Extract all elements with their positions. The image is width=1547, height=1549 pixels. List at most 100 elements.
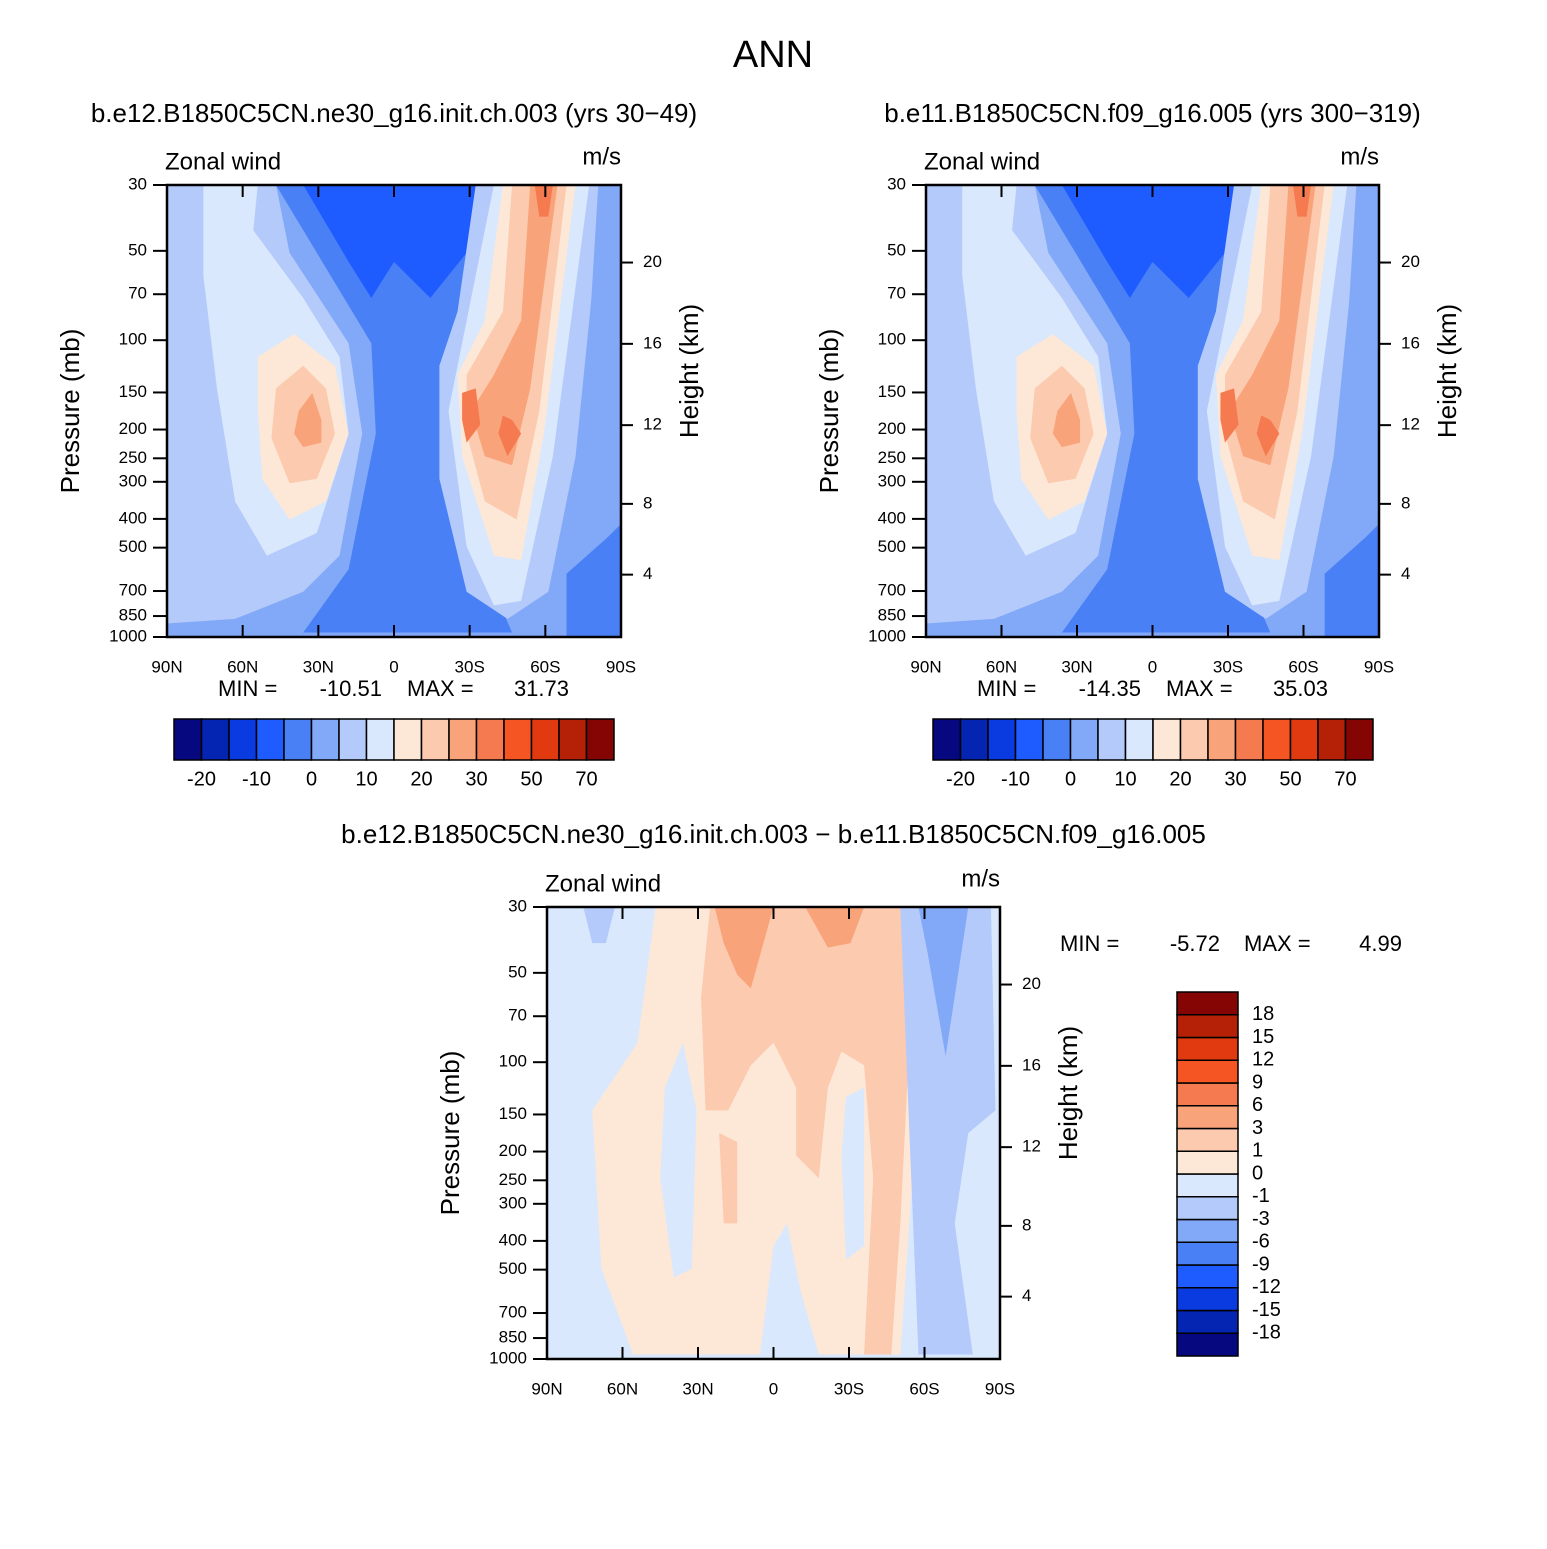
max-label: MAX = (1244, 931, 1311, 956)
max-value: 35.03 (1273, 676, 1328, 701)
contour-region (462, 388, 481, 443)
y2-axis-title: Height (km) (674, 304, 704, 438)
colorbar-label: -20 (946, 768, 975, 790)
colorbar-label: 20 (410, 768, 432, 790)
colorbar-box (1176, 1150, 1239, 1175)
contour-region (759, 1223, 819, 1355)
y-tick-label: 400 (119, 508, 147, 527)
y-tick-label: 300 (878, 471, 906, 490)
min-label: MIN = (1060, 931, 1119, 956)
y-tick-label: 850 (119, 606, 147, 625)
min-value: -10.51 (320, 676, 382, 701)
y2-tick-label: 4 (1022, 1286, 1031, 1305)
y-tick-label: 50 (887, 240, 906, 259)
colorbar-label: 20 (1169, 768, 1191, 790)
contour-region (1061, 185, 1244, 298)
y-tick-label: 1000 (109, 626, 147, 645)
x-tick-label: 30S (834, 1379, 864, 1398)
units-label: m/s (961, 865, 1000, 892)
max-value: 4.99 (1359, 931, 1402, 956)
colorbar-box (959, 718, 989, 761)
colorbar-box (1069, 718, 1099, 761)
units-label: m/s (1340, 143, 1379, 170)
contour-region (1220, 388, 1239, 443)
contour-region (900, 907, 996, 1355)
field-label: Zonal wind (165, 148, 281, 175)
colorbar-box (1344, 718, 1374, 761)
y-tick-label: 70 (508, 1006, 527, 1025)
y2-tick-label: 4 (643, 564, 652, 583)
colorbar-box (1176, 1264, 1239, 1289)
colorbar-label: 10 (355, 768, 377, 790)
x-tick-label: 60S (909, 1379, 939, 1398)
y-axis-title: Pressure (mb) (814, 329, 844, 494)
colorbar-label: -18 (1252, 1322, 1281, 1344)
colorbar-box (173, 718, 203, 761)
y-tick-label: 200 (499, 1141, 527, 1160)
colorbar-box (1176, 1241, 1239, 1266)
colorbar-box (255, 718, 285, 761)
colorbar-box (1179, 718, 1209, 761)
contour-region (1229, 185, 1316, 466)
y-tick-label: 500 (119, 537, 147, 556)
x-tick-label: 90S (606, 657, 636, 676)
contour-region (977, 1133, 1000, 1359)
y2-tick-label: 20 (1022, 974, 1041, 993)
colorbar-label: 50 (1279, 768, 1301, 790)
colorbar-box (310, 718, 340, 761)
y2-tick-label: 20 (1401, 252, 1420, 271)
y2-axis-title: Height (km) (1432, 304, 1462, 438)
x-tick-label: 60N (607, 1379, 638, 1398)
colorbar-box (932, 718, 962, 761)
colorbar-box (1234, 718, 1264, 761)
colorbar-box (1176, 1332, 1239, 1357)
y2-tick-label: 16 (643, 333, 662, 352)
x-tick-label: 90N (910, 657, 941, 676)
x-tick-label: 0 (389, 657, 398, 676)
contour-region (918, 907, 969, 1057)
colorbar-box (1014, 718, 1044, 761)
colorbar-label: 30 (465, 768, 487, 790)
y-tick-label: 1000 (868, 626, 906, 645)
colorbar-label: -1 (1252, 1185, 1270, 1207)
y2-tick-label: 8 (1401, 493, 1410, 512)
y-tick-label: 300 (119, 471, 147, 490)
y-tick-label: 200 (119, 419, 147, 438)
x-tick-label: 30S (455, 657, 485, 676)
y-tick-label: 400 (878, 508, 906, 527)
x-tick-label: 30N (303, 657, 334, 676)
y-tick-label: 150 (499, 1104, 527, 1123)
contour-region (566, 524, 621, 637)
colorbar-box (987, 718, 1017, 761)
y2-tick-label: 12 (643, 415, 662, 434)
x-tick-label: 60S (530, 657, 560, 676)
min-label: MIN = (218, 676, 277, 701)
y-axis-title: Pressure (mb) (55, 329, 85, 494)
colorbar-label: 0 (306, 768, 317, 790)
colorbar-box (585, 718, 615, 761)
colorbar-label: 1 (1252, 1140, 1263, 1162)
colorbar-box (1176, 1309, 1239, 1334)
y2-tick-label: 8 (1022, 1215, 1031, 1234)
colorbar-box (1176, 1036, 1239, 1061)
panel-title: b.e11.B1850C5CN.f09_g16.005 (yrs 300−319… (884, 98, 1421, 128)
contour-region (534, 185, 553, 217)
colorbar-box (420, 718, 450, 761)
contour-region (303, 185, 485, 298)
colorbar-box (1176, 1014, 1239, 1039)
colorbar-box (338, 718, 368, 761)
colorbar-box (503, 718, 533, 761)
colorbar-box (393, 718, 423, 761)
y2-tick-label: 16 (1022, 1055, 1041, 1074)
colorbar-label: -12 (1252, 1276, 1281, 1298)
colorbar-label: 15 (1252, 1026, 1274, 1048)
colorbar-box (1176, 1173, 1239, 1198)
colorbar-label: 70 (1334, 768, 1356, 790)
contour-region (841, 1087, 865, 1260)
colorbar-label: 9 (1252, 1071, 1263, 1093)
x-tick-label: 30N (682, 1379, 713, 1398)
contour-region (1324, 524, 1379, 637)
colorbar-label: -20 (187, 768, 216, 790)
